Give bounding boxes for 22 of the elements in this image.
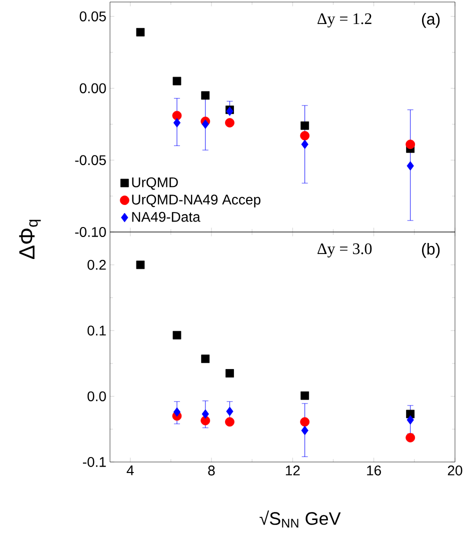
- y-tick-label: -0.1: [82, 457, 106, 467]
- y-tick-label: 0.2: [88, 260, 106, 270]
- y-tick-label: -0.10: [75, 227, 106, 237]
- y-tick-label: 0.05: [80, 11, 106, 22]
- annotation: (a): [422, 12, 440, 28]
- x-axis-title: √S$_{NN}$ GeV: [260, 510, 341, 528]
- y-axis-title: ΔΦ$_{q}$: [19, 220, 41, 259]
- legend-label: UrQMD: [132, 177, 178, 190]
- y-tick-label: 0.00: [80, 83, 106, 94]
- x-tick-label: 12: [286, 466, 300, 476]
- annotation: Δy = 1.2: [318, 13, 372, 28]
- x-tick-label: 20: [448, 466, 462, 476]
- legend-label: NA49-Data: [132, 212, 200, 222]
- x-tick-label: 8: [208, 466, 215, 476]
- x-tick-label: 16: [367, 466, 381, 476]
- annotation: Δy = 3.0: [318, 243, 372, 258]
- annotation: (b): [422, 242, 440, 258]
- x-tick-label: 4: [126, 466, 134, 476]
- y-tick-label: 0.1: [88, 326, 106, 336]
- y-tick-label: 0.0: [88, 391, 106, 402]
- legend-label: UrQMD-NA49 Accep: [132, 194, 260, 208]
- y-tick-label: -0.05: [75, 155, 106, 166]
